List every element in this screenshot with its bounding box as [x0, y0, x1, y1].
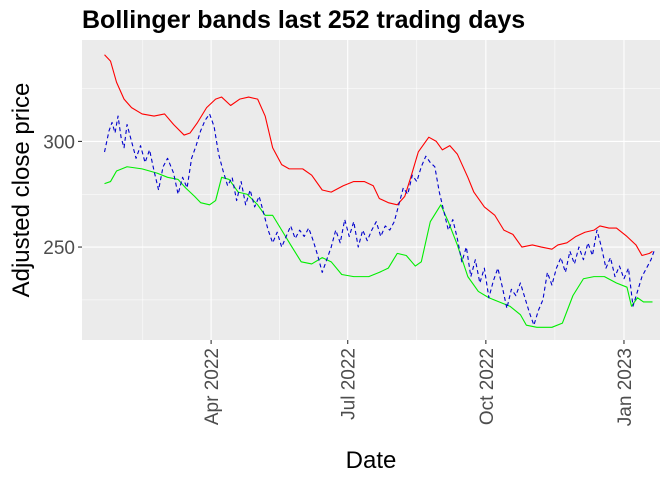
series-line-3 [103, 113, 655, 326]
series-line-1 [104, 54, 653, 257]
y-tick-label: 250 [43, 238, 75, 259]
y-tick-label: 300 [43, 132, 75, 153]
plot-panel [82, 40, 660, 340]
chart-title: Bollinger bands last 252 trading days [82, 6, 525, 34]
x-axis-title: Date [346, 447, 397, 474]
major-gridlines [82, 40, 660, 340]
minor-gridlines [82, 40, 660, 340]
x-axis: Apr 2022 Jul 2022 Oct 2022 Jan 2023 [202, 340, 636, 426]
y-axis-title: Adjusted close price [8, 83, 35, 298]
x-tick-label: Jan 2023 [615, 348, 636, 426]
x-tick-label: Apr 2022 [202, 348, 223, 425]
x-tick-label: Jul 2022 [339, 348, 360, 420]
series-line-2 [104, 166, 653, 328]
x-tick-label: Oct 2022 [477, 348, 498, 425]
series-layer [103, 54, 655, 328]
y-axis: 250 300 [43, 132, 82, 259]
